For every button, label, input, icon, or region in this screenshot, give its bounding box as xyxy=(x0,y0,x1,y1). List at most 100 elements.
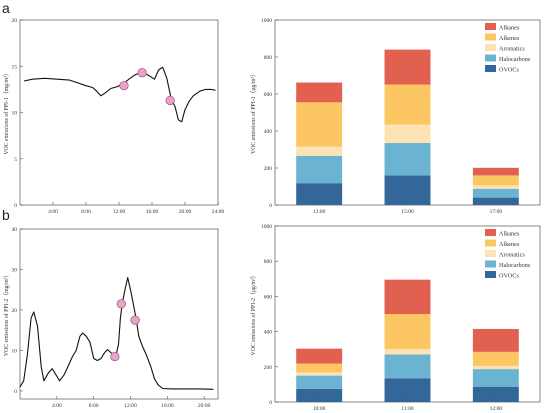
y-tick-label: 1000 xyxy=(261,224,272,230)
legend-label: Alkenes xyxy=(499,241,520,248)
y-tick-label: 400 xyxy=(264,129,273,135)
bar-segment-ovocs xyxy=(296,388,343,402)
panel-letter-b: b xyxy=(2,207,10,223)
x-tick-label: 8:00 xyxy=(81,209,91,215)
legend-swatch-halocarbons xyxy=(485,54,496,62)
bar-segment-aromatics xyxy=(472,365,519,370)
bar-segment-ovocs xyxy=(472,197,519,205)
y-tick-label: 600 xyxy=(264,294,273,300)
bar-segment-alkanes xyxy=(472,167,519,176)
y-axis-label: VOC emissions of PPI-1（μg/m³） xyxy=(250,71,257,154)
bar-chart-b: 0 200 400 600 800 1000 VOC emissions of PPI-2（… xyxy=(250,224,541,412)
concentration-line xyxy=(23,66,216,123)
bar-segment-alkenes xyxy=(296,363,343,373)
bar-segment-aromatics xyxy=(296,146,343,156)
concentration-line xyxy=(19,277,214,390)
x-tick-label: 16:00 xyxy=(146,209,159,215)
line-chart-a: 0 5 10 15 20 4:00 8:00 12:00 16:00 20:00 24:00 VOC … xyxy=(3,18,225,215)
legend-swatch-alkenes xyxy=(485,33,496,41)
x-tick-label: 12:00 xyxy=(124,403,137,409)
sample-marker xyxy=(119,81,129,91)
sample-marker xyxy=(130,315,140,325)
legend-swatch-alkenes xyxy=(485,239,496,247)
legend-swatch-ovocs xyxy=(485,65,496,72)
line-plot-frame xyxy=(19,228,219,400)
y-tick-label: 800 xyxy=(264,55,273,61)
bar-segment-alkenes xyxy=(384,314,431,350)
legend-label: Halocarbons xyxy=(499,262,531,269)
bar-segment-alkanes xyxy=(296,348,343,364)
bar-segment-alkanes xyxy=(296,82,343,103)
x-tick-label: 20:00 xyxy=(179,209,192,215)
bar-segment-ovocs xyxy=(384,175,431,205)
bar-segment-halocarbons xyxy=(472,188,519,198)
y-tick-label: 15 xyxy=(12,64,18,70)
bar-segment-alkenes xyxy=(296,102,343,147)
x-tick-label: 10:00 xyxy=(313,406,326,412)
bar-segment-aromatics xyxy=(296,372,343,376)
bar-segment-aromatics xyxy=(472,185,519,189)
bar-segment-halocarbons xyxy=(472,369,519,387)
y-tick-label: 20 xyxy=(12,308,18,314)
bar-segment-alkenes xyxy=(384,84,431,125)
bar-segment-aromatics xyxy=(384,124,431,144)
x-tick-label: 11:00 xyxy=(401,406,414,412)
bar-segment-alkanes xyxy=(384,49,431,85)
legend-label: Halocarbons xyxy=(499,56,531,63)
x-tick-label: 16:00 xyxy=(161,403,174,409)
sample-marker xyxy=(110,351,120,362)
y-tick-label: 0 xyxy=(14,203,17,209)
y-tick-label: 10 xyxy=(12,111,18,117)
y-tick-label: 30 xyxy=(12,267,18,273)
legend-label: OVOCs xyxy=(499,66,520,73)
legend-swatch-alkanes xyxy=(485,23,496,30)
bar-segment-alkenes xyxy=(472,175,519,186)
y-tick-label: 600 xyxy=(264,92,273,98)
y-axis-label: VOC emissions of PPI-2（μg/m³） xyxy=(250,273,257,356)
y-tick-label: 800 xyxy=(264,259,273,265)
legend-label: OVOCs xyxy=(499,272,520,279)
legend-swatch-halocarbons xyxy=(485,260,496,268)
sample-marker xyxy=(165,95,175,106)
y-tick-label: 0 xyxy=(14,389,17,395)
x-tick-label: 20:00 xyxy=(198,403,211,409)
y-tick-label: 20 xyxy=(12,18,18,24)
legend-label: Alkanes xyxy=(499,230,520,237)
legend-label: Aromatics xyxy=(499,45,525,52)
legend-swatch-alkanes xyxy=(485,229,496,236)
y-axis-label: VOC emissions of PPI-2（mg/m³） xyxy=(3,272,10,356)
line-plot-frame xyxy=(19,19,219,206)
legend-label: Alkenes xyxy=(499,35,520,42)
y-tick-label: 200 xyxy=(264,365,273,371)
bar-chart-a: 0 200 400 600 800 1000 VOC emissions of PPI-1（… xyxy=(250,18,541,215)
x-tick-label: 8:00 xyxy=(89,403,99,409)
legend-swatch-aromatics xyxy=(485,44,496,51)
plots: 0 5 10 15 20 4:00 8:00 12:00 16:00 20:00 24:00 VOC … xyxy=(3,18,541,412)
y-tick-label: 0 xyxy=(269,400,272,406)
bar-segment-ovocs xyxy=(296,183,343,205)
bar-segment-halocarbons xyxy=(296,375,343,389)
legend: Alkanes Alkenes Aromatics Halocarbons OVOCs xyxy=(485,23,531,73)
legend-swatch-ovocs xyxy=(485,271,496,278)
legend-swatch-aromatics xyxy=(485,250,496,257)
bar-segment-halocarbons xyxy=(384,143,431,176)
x-tick-label: 15:00 xyxy=(401,209,414,215)
x-tick-label: 4:00 xyxy=(48,209,58,215)
bar-segment-halocarbons xyxy=(384,354,431,379)
bar-segment-ovocs xyxy=(384,378,431,402)
legend: Alkanes Alkenes Aromatics Halocarbons OVOCs xyxy=(485,229,531,279)
y-tick-label: 0 xyxy=(269,203,272,209)
sample-marker xyxy=(116,299,126,309)
line-chart-b: 0 10 20 30 40 4:00 8:00 12:00 16:00 20:00 VOC emis… xyxy=(3,227,219,409)
x-tick-label: 17:00 xyxy=(490,209,503,215)
y-tick-label: 5 xyxy=(14,157,17,163)
y-tick-label: 40 xyxy=(12,227,18,233)
bar-segment-halocarbons xyxy=(296,155,343,184)
y-tick-label: 200 xyxy=(264,166,273,172)
legend-label: Aromatics xyxy=(499,251,525,258)
bar-segment-alkenes xyxy=(472,351,519,366)
panel-letter-a: a xyxy=(2,0,10,16)
x-tick-label: 12:00 xyxy=(113,209,126,215)
bar-segment-alkanes xyxy=(384,279,431,314)
